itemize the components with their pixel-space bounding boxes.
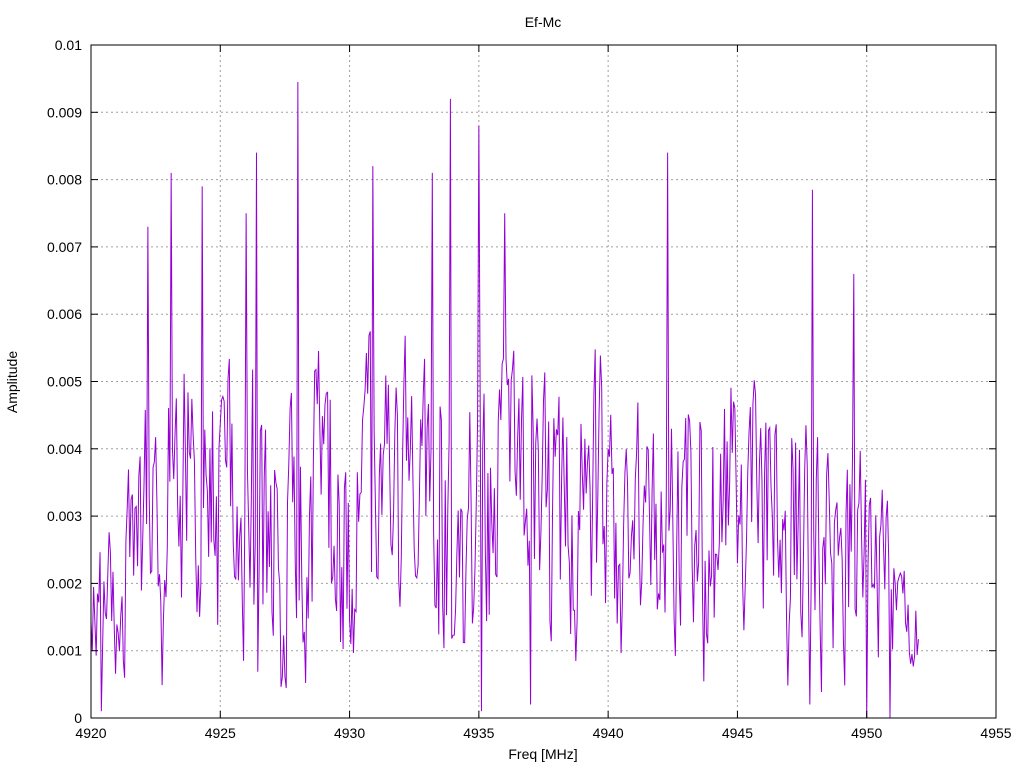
y-tick-label: 0.007 xyxy=(47,239,82,255)
y-tick-label: 0 xyxy=(74,710,82,726)
y-tick-label: 0.003 xyxy=(47,508,82,524)
y-tick-label: 0.006 xyxy=(47,306,82,322)
y-tick-label: 0.01 xyxy=(55,37,82,53)
y-tick-label: 0.001 xyxy=(47,643,82,659)
ticks xyxy=(90,44,997,719)
y-tick-label: 0.005 xyxy=(47,374,82,390)
y-axis-label: Amplitude xyxy=(4,351,20,413)
y-tick-label: 0.008 xyxy=(47,172,82,188)
series-group xyxy=(90,82,919,719)
y-tick-label: 0.004 xyxy=(47,441,82,457)
x-tick-label: 4925 xyxy=(205,725,236,741)
x-tick-label: 4950 xyxy=(851,725,882,741)
y-tick-label: 0.009 xyxy=(47,104,82,120)
x-tick-label: 4955 xyxy=(980,725,1011,741)
y-tick-label: 0.002 xyxy=(47,575,82,591)
x-axis-label: Freq [MHz] xyxy=(508,746,577,762)
x-tick-label: 4940 xyxy=(593,725,624,741)
x-tick-label: 4920 xyxy=(75,725,106,741)
y-tick-labels: 0 0.001 0.002 0.003 0.004 0.005 0.006 0.007 0.00… xyxy=(47,37,82,726)
x-tick-labels: 4920 4925 4930 4935 4940 4945 4950 4955 xyxy=(75,725,1011,741)
x-tick-label: 4935 xyxy=(463,725,494,741)
series-line-ef-mc xyxy=(90,82,919,719)
chart-title: Ef-Mc xyxy=(525,14,562,30)
x-tick-label: 4930 xyxy=(334,725,365,741)
grid-lines xyxy=(91,45,996,718)
x-tick-label: 4945 xyxy=(722,725,753,741)
